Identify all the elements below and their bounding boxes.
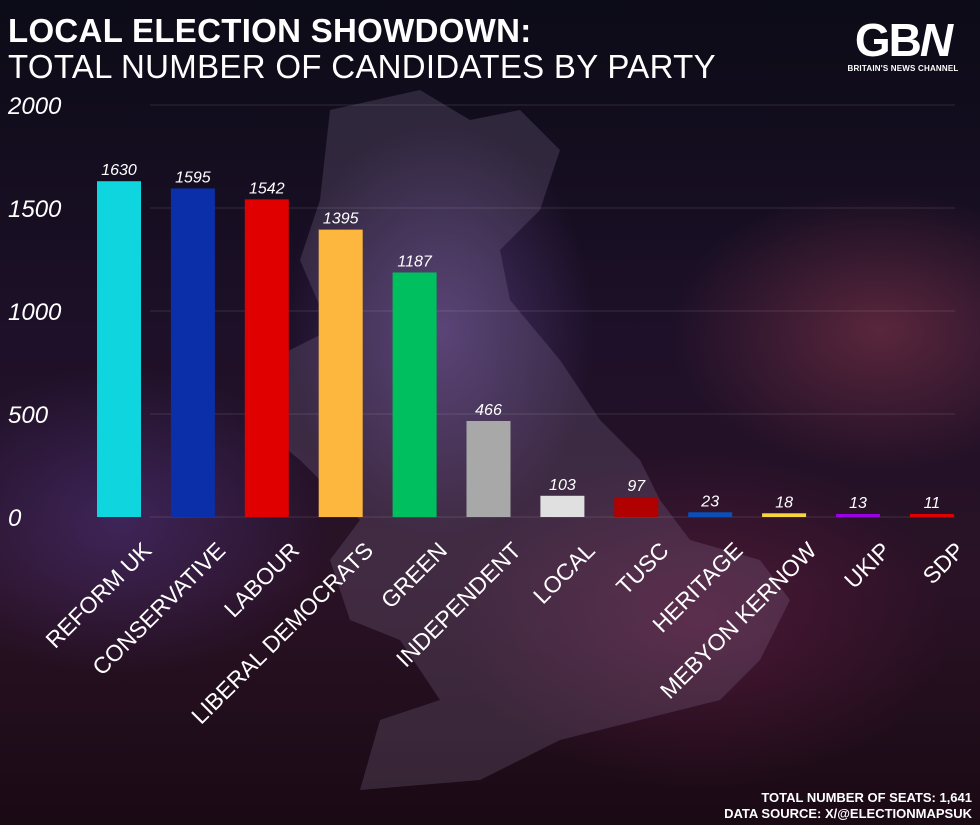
data-label: 466 bbox=[475, 402, 502, 419]
data-label: 1630 bbox=[101, 162, 137, 179]
bar bbox=[392, 272, 437, 517]
bar bbox=[244, 199, 289, 517]
y-tick-label: 0 bbox=[8, 505, 22, 532]
data-label: 23 bbox=[700, 493, 719, 510]
bar bbox=[909, 514, 954, 517]
bar bbox=[836, 514, 880, 517]
bar bbox=[540, 495, 585, 517]
bar bbox=[170, 188, 215, 517]
y-tick-label: 500 bbox=[8, 402, 49, 429]
bar bbox=[466, 421, 511, 517]
total-seats-note: TOTAL NUMBER OF SEATS: 1,641 bbox=[761, 790, 972, 805]
chart-title: LOCAL ELECTION SHOWDOWN: bbox=[8, 12, 532, 49]
bar bbox=[614, 497, 659, 517]
gbnews-logo: GBN BRITAIN'S NEWS CHANNEL bbox=[838, 16, 968, 73]
data-label: 13 bbox=[849, 495, 867, 512]
y-tick-label: 2000 bbox=[7, 93, 62, 120]
chart-subtitle: TOTAL NUMBER OF CANDIDATES BY PARTY bbox=[8, 48, 716, 85]
data-label: 1395 bbox=[323, 211, 359, 228]
x-tick-label: CONSERVATIVE bbox=[87, 537, 230, 680]
x-tick-label: UKIP bbox=[839, 537, 895, 593]
x-tick-label: SDP bbox=[917, 537, 969, 589]
data-label: 1187 bbox=[397, 253, 433, 270]
bar bbox=[688, 512, 733, 517]
data-label: 97 bbox=[627, 478, 646, 495]
data-label: 103 bbox=[549, 477, 576, 494]
uk-map-silhouette bbox=[250, 90, 790, 790]
bar bbox=[762, 513, 807, 517]
data-source-note: DATA SOURCE: X/@ELECTIONMAPSUK bbox=[724, 806, 972, 821]
bar bbox=[318, 229, 363, 517]
y-tick-label: 1500 bbox=[8, 196, 62, 223]
logo-mark: GBN bbox=[854, 14, 953, 66]
data-label: 11 bbox=[924, 495, 941, 512]
data-label: 1542 bbox=[249, 180, 285, 197]
bar bbox=[97, 181, 141, 517]
logo-tagline: BRITAIN'S NEWS CHANNEL bbox=[847, 64, 959, 73]
y-tick-label: 1000 bbox=[8, 299, 62, 326]
data-label: 1595 bbox=[175, 169, 211, 186]
data-label: 18 bbox=[775, 494, 793, 511]
